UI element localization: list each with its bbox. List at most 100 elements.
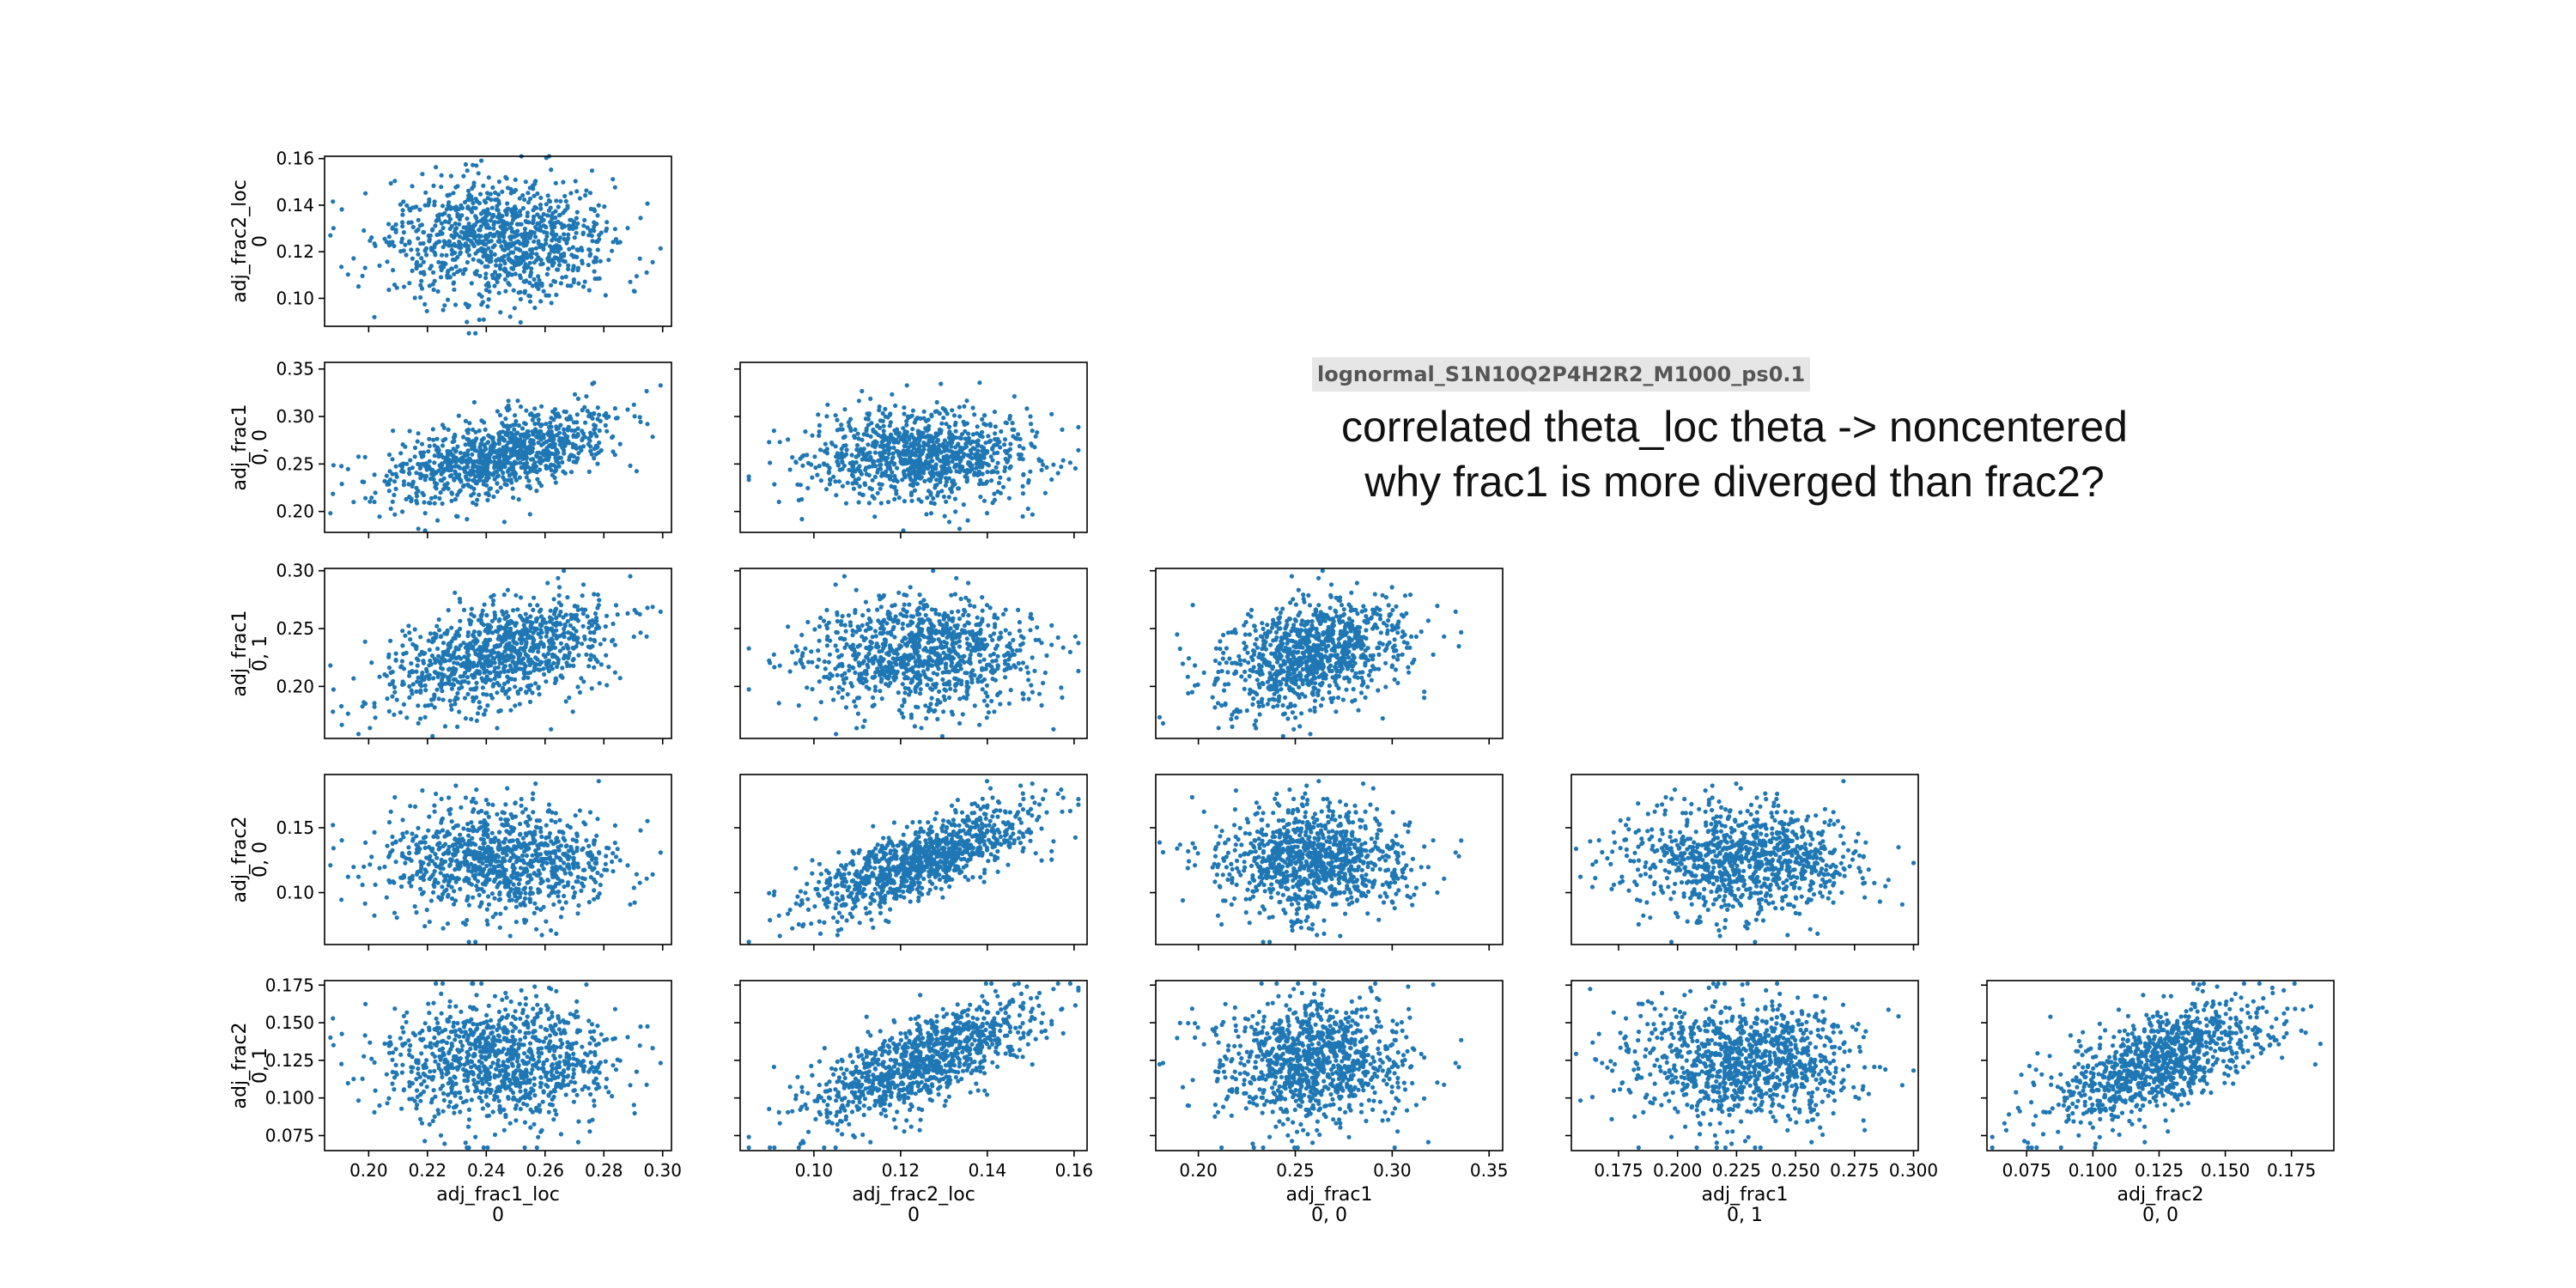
scatter-point-r0-c0 [490,215,495,220]
scatter-point-r2-c0 [489,594,494,599]
scatter-point-r1-c1 [983,440,988,446]
scatter-point-r1-c0 [515,453,521,459]
scatter-point-r1-c0 [528,457,534,462]
scatter-point-r2-c1 [888,660,894,666]
scatter-point-r2-c0 [533,655,538,660]
scatter-point-r0-c0 [415,259,420,264]
scatter-point-r1-c1 [1017,456,1022,461]
scatter-point-r1-c0 [509,431,514,436]
scatter-point-r0-c0 [495,220,501,225]
scatter-point-r1-c0 [451,447,456,452]
scatter-point-r2-c1 [824,607,829,613]
scatter-point-r1-c1 [872,450,878,455]
scatter-point-r2-c0 [435,658,440,663]
scatter-point-r0-c0 [472,235,477,240]
scatter-point-r0-c0 [328,233,333,238]
scatter-point-r2-c0 [580,623,586,629]
scatter-point-r1-c1 [939,421,945,426]
scatter-point-r0-c0 [355,284,361,289]
scatter-point-r1-c1 [834,493,839,498]
scatter-point-r2-c1 [771,652,777,657]
scatter-point-r0-c0 [477,317,482,322]
scatter-point-r1-c1 [817,464,822,469]
scatter-point-r2-c1 [951,629,957,635]
scatter-point-r2-c0 [560,675,565,680]
scatter-point-r0-c0 [505,273,511,278]
scatter-point-r0-c0 [508,191,513,196]
scatter-point-r2-c1 [1035,625,1040,630]
scatter-point-r0-c0 [517,196,522,201]
scatter-point-r0-c0 [439,252,445,258]
scatter-point-r2-c0 [447,677,452,683]
scatter-point-r2-c0 [427,647,432,653]
scatter-point-r1-c0 [432,453,437,459]
scatter-point-r0-c0 [465,319,470,325]
scatter-point-r0-c0 [494,263,499,268]
scatter-point-r2-c0 [392,690,398,695]
scatter-point-r0-c0 [377,263,382,268]
scatter-point-r0-c0 [444,207,450,212]
scatter-point-r0-c0 [565,283,570,289]
scatter-point-r2-c0 [458,618,463,623]
scatter-point-r0-c0 [362,265,368,270]
scatter-point-r1-c0 [363,495,368,501]
scatter-point-r1-c0 [574,459,579,465]
scatter-point-r2-c1 [914,683,920,690]
scatter-point-r2-c0 [587,630,593,635]
scatter-point-r1-c0 [492,477,497,482]
scatter-point-r0-c0 [520,255,526,260]
scatter-point-r1-c0 [406,482,411,487]
scatter-point-r2-c1 [920,620,926,625]
scatter-point-r0-c0 [385,259,390,264]
scatter-point-r2-c0 [362,639,368,644]
scatter-point-r2-c1 [981,657,987,662]
scatter-point-r2-c0 [638,630,643,635]
scatter-point-r1-c0 [532,467,537,472]
scatter-point-r1-c0 [557,435,562,440]
scatter-point-r1-c0 [455,444,460,449]
scatter-point-r2-c1 [859,679,865,685]
scatter-point-r1-c1 [818,478,823,483]
scatter-point-r1-c0 [501,438,507,443]
scatter-point-r0-c0 [427,283,432,289]
scatter-point-r2-c1 [852,699,857,704]
scatter-point-r1-c0 [331,463,336,468]
scatter-point-r0-c0 [404,252,409,258]
scatter-point-r0-c0 [489,239,494,244]
scatter-point-r0-c0 [556,219,561,224]
scatter-point-r1-c1 [1076,447,1081,453]
scatter-point-r1-c0 [520,465,526,470]
scatter-point-r0-c0 [388,180,393,186]
scatter-point-r0-c0 [497,273,502,278]
scatter-point-r0-c0 [443,261,448,266]
scatter-point-r2-c0 [459,684,465,690]
scatter-point-r1-c1 [803,429,808,434]
y-tick-label-0-30: 0.30 [276,561,314,581]
scatter-point-r1-c0 [455,492,460,498]
scatter-point-r1-c1 [888,411,893,416]
scatter-point-r1-c1 [865,451,870,457]
scatter-point-r0-c0 [574,189,580,194]
scatter-point-r0-c0 [568,191,574,196]
scatter-point-r2-c1 [915,606,920,611]
scatter-point-r2-c0 [377,674,382,679]
scatter-point-r1-c1 [964,421,969,426]
scatter-point-r1-c0 [552,469,557,474]
scatter-point-r2-c1 [990,677,995,682]
scatter-point-r0-c0 [617,240,623,245]
scatter-point-r0-c0 [415,247,420,252]
scatter-point-r0-c0 [417,207,422,212]
scatter-point-r2-c1 [969,677,975,683]
scatter-point-r1-c1 [946,424,951,429]
scatter-point-r2-c1 [945,629,951,634]
scatter-point-r1-c0 [544,450,549,456]
scatter-point-r1-c0 [479,437,484,443]
scatter-point-r2-c0 [503,635,508,641]
scatter-point-r1-c0 [588,448,593,454]
scatter-point-r2-c0 [523,652,528,657]
scatter-point-r2-c1 [860,623,865,629]
scatter-point-r2-c0 [558,641,564,646]
scatter-point-r2-c1 [841,680,847,686]
scatter-point-r0-c0 [407,281,412,286]
scatter-point-r0-c0 [392,283,398,288]
